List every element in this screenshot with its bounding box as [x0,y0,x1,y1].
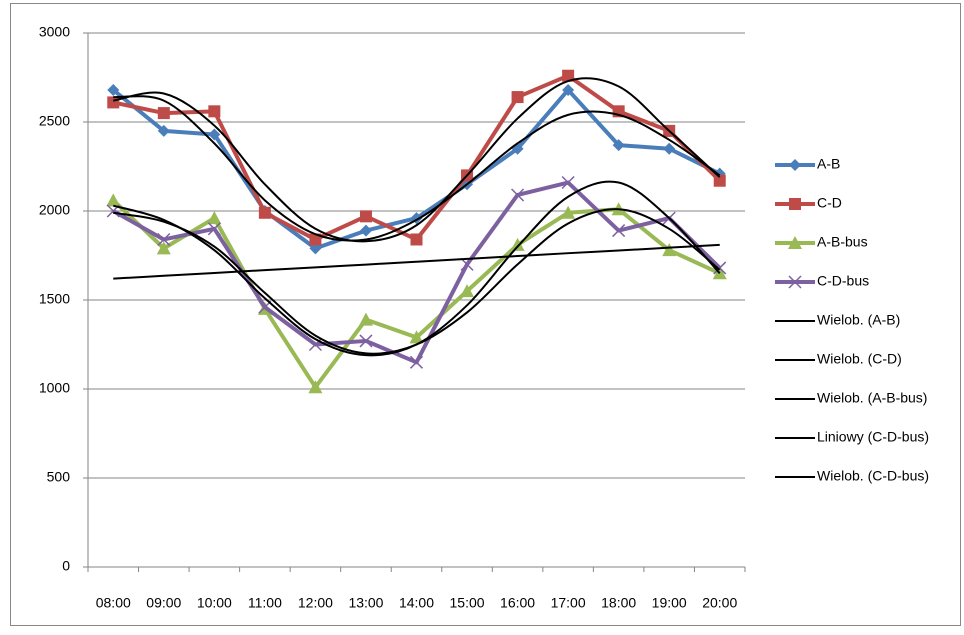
legend-label: A-B [817,156,840,172]
marker [107,96,120,109]
marker [612,224,626,238]
trend-line [112,180,721,357]
marker [107,83,120,96]
legend-item: A-B-bus [775,234,868,250]
x-tick-label: 11:00 [248,595,282,611]
trend-line [113,95,721,242]
legend-label: Liniowy (C-D-bus) [817,429,929,445]
legend-label: Wielob. (A-B) [817,312,900,328]
marker [562,69,575,82]
marker [359,334,373,348]
marker [207,211,222,225]
marker [156,241,171,255]
x-tick-label: 19:00 [652,595,687,611]
y-tick-label: 0 [62,558,70,574]
marker [409,330,424,344]
marker [713,174,726,187]
marker [359,224,372,237]
y-tick-label: 2500 [39,113,70,129]
trend-line [113,243,720,280]
x-tick-label: 16:00 [500,595,535,611]
x-tick-label: 17:00 [551,595,586,611]
marker [789,159,801,171]
marker [309,233,322,246]
legend-label: Wielob. (C-D-bus) [817,468,929,484]
legend-item: Wielob. (C-D-bus) [775,468,929,484]
y-tick-label: 2000 [39,202,70,218]
legend-item: A-B [775,156,840,172]
marker [789,198,801,210]
legend-label: C-D-bus [817,273,869,289]
legend-item: Wielob. (A-B-bus) [775,390,927,406]
y-tick-label: 500 [47,469,71,485]
marker [561,175,575,190]
legend-label: C-D [817,195,842,211]
x-tick-label: 12:00 [298,595,333,611]
trend-line [113,77,721,243]
x-tick-label: 20:00 [702,595,737,611]
marker [359,210,372,223]
marker [511,91,524,104]
marker [207,222,221,236]
marker [308,380,323,394]
marker [663,142,676,155]
marker [358,312,373,326]
y-tick-label: 1500 [39,291,70,307]
legend-label: A-B-bus [817,234,868,250]
marker [208,128,221,141]
x-tick-label: 10:00 [197,595,232,611]
marker [662,243,677,257]
marker [410,233,423,246]
marker [460,257,474,271]
chart-border [10,3,961,626]
marker [713,261,727,275]
x-tick-label: 18:00 [601,595,636,611]
y-tick-label: 1000 [39,380,70,396]
x-tick-label: 14:00 [399,595,434,611]
legend-item: C-D [775,195,842,211]
marker [409,355,424,369]
marker [106,193,121,207]
legend-label: Wielob. (A-B-bus) [817,390,927,406]
marker [157,124,170,137]
legend-label: Wielob. (C-D) [817,351,902,367]
marker [510,237,525,251]
legend-item: Liniowy (C-D-bus) [775,429,929,445]
marker [511,142,524,155]
marker [511,188,525,202]
marker [157,107,170,120]
x-tick-label: 08:00 [96,595,131,611]
marker [258,206,271,219]
legend-item: Wielob. (A-B) [775,312,900,328]
legend-item: Wielob. (C-D) [775,351,902,367]
marker [258,300,272,314]
marker [788,275,802,289]
y-tick-label: 3000 [39,24,70,40]
marker [460,284,475,298]
marker [208,105,221,118]
marker [561,205,576,219]
marker [612,139,625,152]
marker [157,232,171,247]
x-tick-label: 13:00 [348,595,383,611]
legend-item: C-D-bus [775,273,869,289]
marker [788,236,802,249]
x-tick-label: 15:00 [450,595,485,611]
x-tick-label: 09:00 [146,595,181,611]
marker [562,83,575,96]
